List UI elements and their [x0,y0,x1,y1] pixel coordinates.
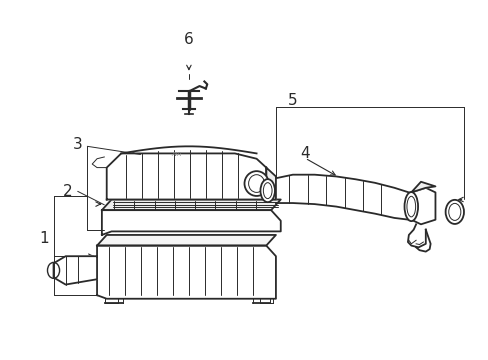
Polygon shape [53,256,97,284]
Text: AIR: AIR [171,152,182,157]
Polygon shape [102,210,280,235]
Polygon shape [102,199,280,210]
Ellipse shape [244,171,268,196]
Polygon shape [265,168,275,199]
Polygon shape [410,182,435,192]
Text: 3: 3 [73,137,82,152]
Text: 1: 1 [39,231,49,246]
Text: 4: 4 [300,146,309,161]
Polygon shape [97,246,275,299]
Text: 6: 6 [183,32,193,48]
Polygon shape [97,235,275,246]
Polygon shape [275,175,408,220]
Ellipse shape [445,200,463,224]
Ellipse shape [404,192,417,221]
Text: 5: 5 [287,93,297,108]
Polygon shape [410,188,435,224]
Polygon shape [106,153,265,199]
Text: 2: 2 [63,184,73,199]
Ellipse shape [260,179,274,202]
